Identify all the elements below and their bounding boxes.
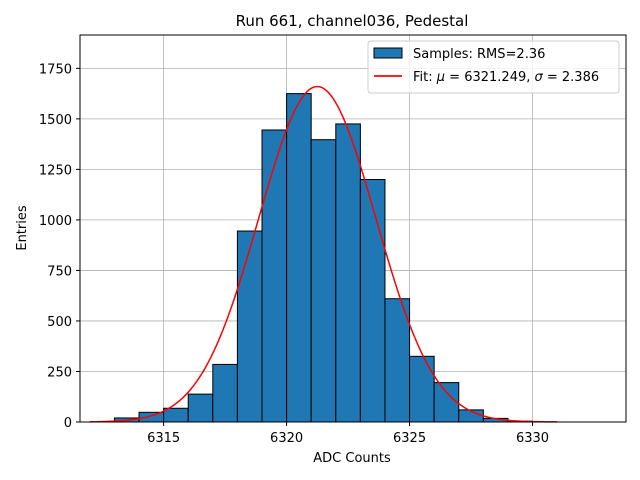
histogram-bar [359,178,386,423]
y-axis-label: Entries [15,205,30,251]
histogram-bar [163,407,189,423]
x-tick-label: 6315 [147,431,180,446]
y-tick-label: 0 [64,416,72,431]
legend-sigma-value: = 2.386 [543,70,599,85]
histogram-bar [335,123,361,423]
histogram-bar [433,382,460,423]
x-axis-label: ADC Counts [313,451,391,466]
legend-sigma-symbol: σ [535,70,544,85]
y-tick-label: 1500 [39,113,72,128]
histogram-bar [384,298,411,423]
x-tick-label: 6325 [393,431,426,446]
plot-frame [79,34,627,423]
y-tick-label: 750 [47,264,72,279]
legend: Samples: RMS=2.36 Fit: μ = 6321.249, σ =… [367,40,620,94]
y-tick-label: 250 [47,365,72,380]
legend-samples-swatch [373,47,403,59]
x-tick-label: 6330 [516,431,549,446]
fit-curve [89,85,558,423]
y-tick-label: 1000 [39,214,72,229]
legend-samples-label: Samples: RMS=2.36 [413,47,545,62]
y-tick-label: 1250 [39,163,72,178]
histogram-bars [113,93,534,423]
legend-fit-label: Fit: μ = 6321.249, σ = 2.386 [413,70,599,85]
legend-fit-prefix: Fit: [413,70,437,85]
chart-title: Run 661, channel036, Pedestal [236,12,469,30]
histogram-bar [187,393,214,423]
histogram-bar [310,139,337,423]
y-tick-label: 1750 [39,62,72,77]
y-tick-label: 500 [47,315,72,330]
legend-mu-symbol: μ [436,70,445,85]
histogram-bar [409,355,435,423]
y-axis-ticks: 0 250 500 750 1000 1250 1500 1750 [39,62,80,431]
x-axis-ticks: 6315 6320 6325 6330 [147,422,549,446]
histogram-bar [212,363,238,423]
histogram-bar [236,230,263,423]
histogram-bar [286,93,312,423]
x-tick-label: 6320 [270,431,303,446]
histogram-bar [138,411,165,423]
legend-box [367,40,620,94]
legend-mu-value: = 6321.249, [445,70,534,85]
histogram-bar [261,129,288,423]
